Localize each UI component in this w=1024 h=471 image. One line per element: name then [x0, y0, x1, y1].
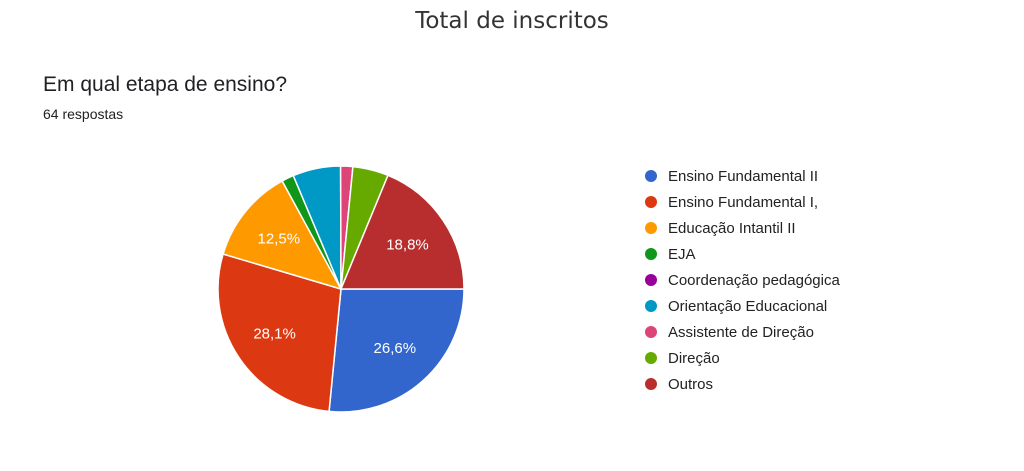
legend-item: Assistente de Direção	[645, 319, 840, 345]
slice-percentage-label: 26,6%	[374, 340, 417, 357]
legend-label: Coordenação pedagógica	[668, 271, 840, 289]
legend-swatch	[645, 326, 657, 338]
legend-label: Educação Intantil II	[668, 219, 796, 237]
legend-swatch	[645, 196, 657, 208]
legend-label: Direção	[668, 349, 720, 367]
legend-label: Ensino Fundamental II	[668, 167, 819, 185]
response-count: 64 respostas	[43, 106, 124, 122]
legend-item: Direção	[645, 345, 840, 371]
legend-swatch	[645, 378, 657, 390]
pie-slice-0	[328, 288, 465, 413]
legend-item: Coordenação pedagógica	[645, 267, 840, 293]
legend-label: Orientação Educacional	[668, 297, 828, 315]
legend-label: Outros	[668, 375, 714, 393]
legend-swatch	[645, 170, 657, 182]
slice-percentage-label: 28,1%	[253, 326, 296, 343]
legend-swatch	[645, 300, 657, 312]
chart-legend: Ensino Fundamental II Ensino Fundamental …	[645, 163, 840, 397]
pie-slice-2	[222, 179, 343, 291]
legend-item: EJA	[645, 241, 840, 267]
legend-label: Ensino Fundamental I,	[668, 193, 819, 211]
legend-item: Educação Intantil II	[645, 215, 840, 241]
pie-slice-1	[217, 253, 342, 413]
slice-percentage-label: 12,5%	[258, 231, 301, 248]
legend-swatch	[645, 274, 657, 286]
legend-item: Ensino Fundamental II	[645, 163, 840, 189]
question-title: Em qual etapa de ensino?	[43, 73, 288, 96]
legend-swatch	[645, 222, 657, 234]
legend-label: Assistente de Direção	[668, 323, 814, 341]
page-title: Total de inscritos	[415, 8, 609, 34]
slice-percentage-label: 18,8%	[386, 237, 429, 254]
legend-label: EJA	[668, 245, 696, 263]
legend-item: Ensino Fundamental I,	[645, 189, 840, 215]
legend-swatch	[645, 352, 657, 364]
pie-slice-8	[339, 174, 465, 290]
legend-swatch	[645, 248, 657, 260]
legend-item: Orientação Educacional	[645, 293, 840, 319]
legend-item: Outros	[645, 371, 840, 397]
